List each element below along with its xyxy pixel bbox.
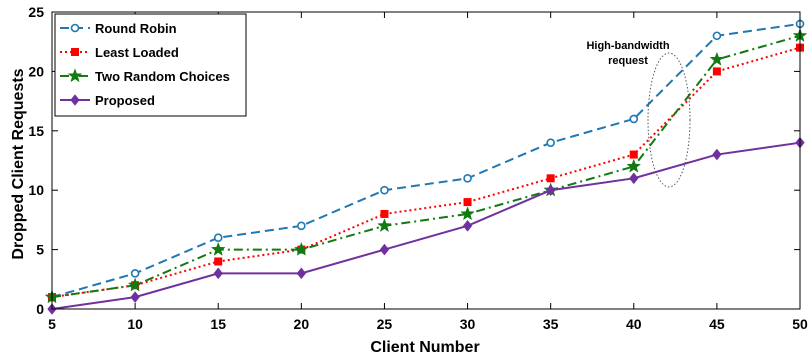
- legend-item-two-random-choices: Two Random Choices: [60, 68, 230, 84]
- legend: Round Robin Least Loaded Two Random Choice…: [54, 13, 247, 117]
- data-point-round-robin: [629, 114, 639, 124]
- legend-label-least-loaded: Least Loaded: [95, 45, 179, 60]
- data-point-proposed: [296, 267, 306, 280]
- annotation-line-2: request: [608, 55, 648, 67]
- data-point-two-random-choices: [210, 241, 226, 256]
- series-line-round-robin: [51, 22, 801, 299]
- data-point-proposed: [546, 184, 556, 197]
- data-point-round-robin: [712, 31, 722, 41]
- y-tick-label: 0: [36, 301, 44, 317]
- data-point-proposed: [213, 267, 223, 280]
- data-point-round-robin: [380, 185, 389, 195]
- y-tick-label: 10: [28, 182, 44, 198]
- y-tick-label: 20: [28, 63, 44, 79]
- data-point-round-robin: [130, 269, 140, 278]
- x-axis-label: Client Number: [370, 339, 479, 356]
- x-tick-label: 30: [460, 316, 476, 332]
- legend-label-two-random-choices: Two Random Choices: [95, 69, 230, 84]
- x-tick-label: 25: [377, 316, 393, 332]
- data-point-proposed: [462, 220, 473, 232]
- data-point-two-random-choices: [127, 277, 143, 292]
- legend-label-round-robin: Round Robin: [95, 21, 177, 36]
- data-point-least-loaded: [214, 257, 223, 266]
- data-point-proposed: [629, 172, 639, 185]
- legend-marker-least-loaded: [71, 48, 79, 56]
- legend-item-least-loaded: Least Loaded: [60, 45, 179, 60]
- x-tick-label: 5: [48, 316, 56, 332]
- data-point-least-loaded: [712, 67, 721, 76]
- data-point-two-random-choices: [460, 206, 475, 221]
- data-point-round-robin: [213, 233, 223, 243]
- x-tick-label: 15: [210, 316, 226, 332]
- data-point-round-robin: [297, 221, 306, 231]
- legend-marker-proposed: [70, 94, 80, 106]
- data-point-round-robin: [546, 138, 555, 147]
- x-tick-label: 50: [792, 316, 808, 332]
- y-axis-label: Dropped Client Requests: [10, 68, 27, 259]
- data-point-least-loaded: [380, 209, 389, 218]
- y-tick-label: 15: [28, 123, 44, 139]
- x-tick-label: 35: [543, 316, 559, 332]
- x-tick-label: 45: [709, 316, 725, 332]
- x-tick-label: 40: [626, 316, 642, 332]
- data-point-two-random-choices: [626, 158, 642, 173]
- data-point-two-random-choices: [377, 218, 392, 233]
- legend-item-round-robin: Round Robin: [60, 21, 177, 36]
- series-proposed: [47, 136, 805, 315]
- annotation: High-bandwidth request: [586, 40, 691, 188]
- series-round-robin: [47, 19, 805, 302]
- x-tick-label: 20: [294, 316, 310, 332]
- series-line-proposed: [51, 141, 801, 310]
- x-tick-label: 10: [127, 316, 143, 332]
- y-tick-label: 25: [28, 4, 44, 20]
- axes-box: [51, 11, 801, 310]
- data-point-proposed: [130, 291, 140, 303]
- annotation-line-1: High-bandwidth: [586, 40, 669, 52]
- data-point-two-random-choices: [293, 241, 309, 256]
- plot-area: [44, 19, 808, 315]
- legend-label-proposed: Proposed: [95, 93, 155, 108]
- data-point-least-loaded: [546, 174, 555, 183]
- y-tick-label: 5: [36, 242, 44, 258]
- legend-marker-two-random-choices: [67, 68, 83, 83]
- data-point-least-loaded: [629, 150, 638, 159]
- data-point-two-random-choices: [709, 51, 725, 66]
- series-line-two-random-choices: [51, 34, 801, 299]
- data-point-round-robin: [463, 174, 472, 183]
- data-point-proposed: [712, 148, 722, 161]
- annotation-ellipse: [647, 52, 691, 188]
- legend-marker-round-robin: [70, 23, 80, 33]
- legend-item-proposed: Proposed: [60, 93, 155, 108]
- data-point-least-loaded: [463, 198, 472, 207]
- data-point-proposed: [379, 243, 390, 256]
